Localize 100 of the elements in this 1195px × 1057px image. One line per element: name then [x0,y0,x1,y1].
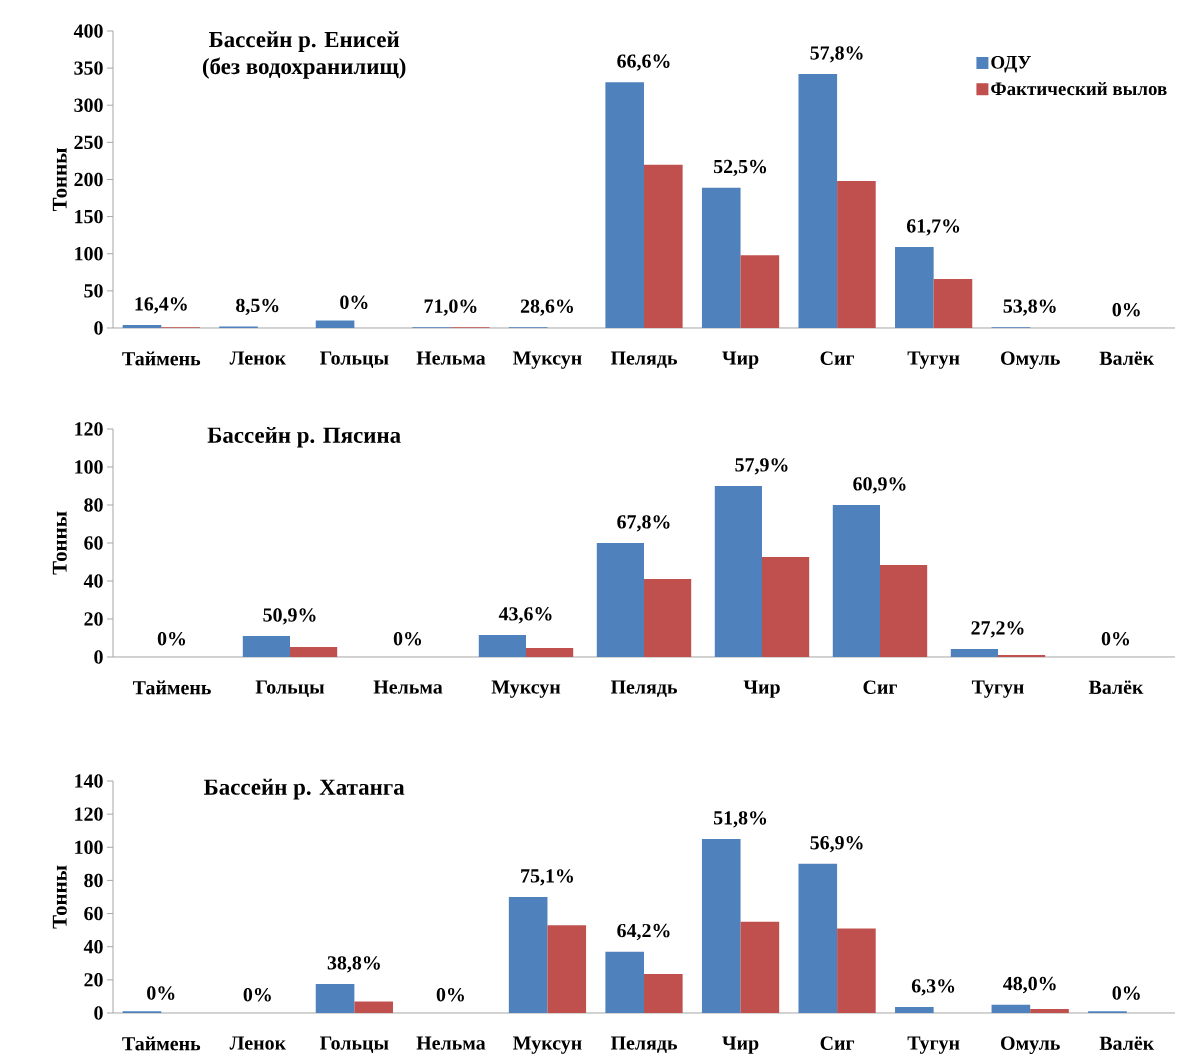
y-tick-label: 200 [74,172,103,187]
x-tick-label: Таймень [122,351,201,366]
x-tick-label: Сиг [863,680,897,694]
bar [950,649,998,657]
x-tick-label: Пелядь [610,680,677,698]
annotation: 75,1% [521,869,573,886]
annotation: 64,2% [617,923,670,941]
annotation: 67,8% [617,515,670,532]
x-tick-label: Ленок [229,1036,287,1050]
x-tick-label: Омуль [1001,1036,1060,1054]
annotation: 16,4% [135,297,187,314]
annotation: 0% [393,631,422,646]
x-tick-label: Валёк [1099,1036,1155,1051]
bar [644,974,683,1013]
y-tick-label: 20 [84,612,103,626]
x-tick-label: Чир [722,1036,759,1054]
bar [526,648,574,657]
annotation: 48,0% [1003,976,1056,994]
bar [832,504,880,657]
x-tick-label: Тугун [907,351,960,369]
annotation: 0% [1112,986,1140,1000]
y-tick-label: 0 [94,321,103,335]
legend-label: Фактический вылов [991,81,1167,96]
y-tick-label: 120 [75,422,103,436]
bar [1030,1009,1069,1013]
annotation: 0% [1101,631,1130,646]
bar [933,278,973,328]
x-tick-label: Тугун [971,680,1024,698]
bar [242,636,290,657]
y-axis-title: Тонны [52,511,67,575]
bar [761,557,810,657]
annotation: 0% [436,987,464,1002]
y-tick-label: 120 [75,807,103,821]
y-tick-label: 400 [73,24,103,38]
x-tick-label: Сиг [820,1036,855,1050]
bar [605,82,645,328]
chart-title: Бассейн р. Пясина [207,426,401,448]
x-tick-label: Тугун [907,1036,960,1054]
x-tick-label: Гольцы [255,680,325,698]
bar [315,983,355,1013]
bar [122,325,162,328]
bar [837,180,876,328]
bar [605,951,645,1013]
annotation: 28,6% [520,299,573,316]
x-tick-label: Муксун [513,1036,582,1054]
bar [701,187,741,328]
y-axis-title: Тонны [52,865,67,929]
x-tick-label: Гольцы [320,351,389,369]
x-tick-label: Омуль [1001,351,1060,369]
bar [290,646,338,657]
bar [644,164,683,328]
annotation: 0% [1112,302,1140,317]
annotation: 53,8% [1003,299,1056,316]
annotation: 66,6% [617,54,670,71]
legend-label: ОДУ [991,55,1031,73]
y-tick-label: 100 [75,247,103,261]
x-tick-label: Гольцы [320,1036,389,1054]
y-axis-title: Тонны [52,148,67,212]
bar [991,1004,1031,1013]
annotation: 43,6% [498,607,552,624]
y-tick-label: 140 [75,774,103,788]
chart-title: Бассейн р. Енисей [208,31,400,52]
annotation: 50,9% [263,608,316,625]
annotation: 57,9% [735,458,788,475]
y-tick-label: 50 [84,284,103,298]
annotation: 38,8% [327,956,380,973]
annotation: 60,9% [853,477,906,494]
annotation: 6,3% [911,979,955,996]
bar [895,1007,934,1013]
y-tick-label: 60 [84,536,103,550]
y-tick-label: 40 [83,939,103,954]
x-tick-label: Таймень [122,1036,201,1051]
y-tick-label: 100 [75,840,103,854]
bar [315,320,355,328]
annotation: 61,7% [906,219,960,236]
y-tick-label: 80 [84,873,103,888]
y-tick-label: 60 [84,906,103,921]
bar [740,255,780,328]
x-tick-label: Валёк [1099,351,1155,366]
x-tick-label: Нельма [416,1036,486,1050]
annotation: 0% [157,631,186,646]
x-tick-label: Ленок [229,351,287,365]
y-tick-label: 300 [74,98,103,112]
y-tick-label: 100 [75,460,103,474]
annotation: 71,0% [424,299,477,316]
annotation: 8,5% [236,298,279,315]
bar [798,74,838,328]
bar [644,579,692,657]
x-tick-label: Пелядь [610,351,677,369]
annotation: 27,2% [971,621,1024,638]
y-tick-label: 150 [75,209,103,224]
bar [997,654,1046,657]
annotation: 0% [147,986,175,1000]
bar [596,542,644,657]
annotation: 0% [243,987,271,1002]
x-tick-label: Нельма [416,351,486,365]
x-tick-label: Муксун [513,351,582,369]
bar [547,925,587,1013]
annotation: 51,8% [713,811,767,828]
bar [701,838,741,1013]
